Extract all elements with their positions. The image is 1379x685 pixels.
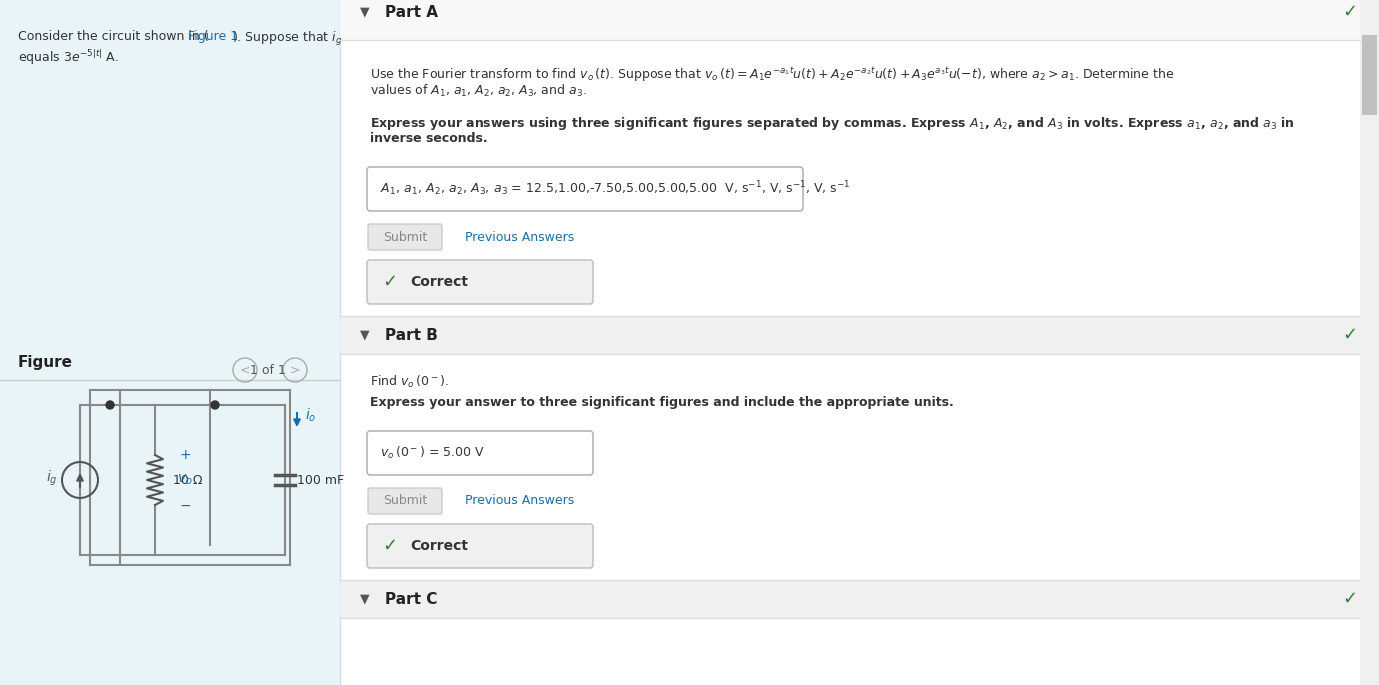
Bar bbox=[341, 580, 1360, 618]
Text: 10 Ω: 10 Ω bbox=[172, 473, 203, 486]
Text: ▼: ▼ bbox=[360, 329, 370, 342]
Text: Figure: Figure bbox=[18, 355, 73, 370]
Text: inverse seconds.: inverse seconds. bbox=[370, 132, 488, 145]
Text: ✓: ✓ bbox=[1342, 326, 1357, 344]
Text: <: < bbox=[240, 364, 250, 377]
Text: Express your answer to three significant figures and include the appropriate uni: Express your answer to three significant… bbox=[370, 396, 954, 409]
Text: ✓: ✓ bbox=[1342, 590, 1357, 608]
Text: ▼: ▼ bbox=[360, 5, 370, 18]
Text: Correct: Correct bbox=[410, 539, 467, 553]
Text: 1 of 1: 1 of 1 bbox=[250, 364, 285, 377]
Bar bbox=[341, 316, 1360, 354]
Text: $i_g$: $i_g$ bbox=[46, 469, 58, 488]
Text: ▼: ▼ bbox=[360, 593, 370, 606]
Text: Express your answers using three significant figures separated by commas. Expres: Express your answers using three signifi… bbox=[370, 115, 1295, 132]
Text: equals $3e^{-5|t|}$ A.: equals $3e^{-5|t|}$ A. bbox=[18, 48, 119, 67]
Bar bbox=[1360, 0, 1379, 685]
Text: ). Suppose that $i_g$: ). Suppose that $i_g$ bbox=[233, 30, 343, 48]
Circle shape bbox=[211, 401, 219, 409]
FancyBboxPatch shape bbox=[367, 524, 593, 568]
Text: Consider the circuit shown in (: Consider the circuit shown in ( bbox=[18, 30, 208, 43]
Text: Submit: Submit bbox=[383, 230, 427, 243]
Text: 100 mF: 100 mF bbox=[296, 473, 345, 486]
Text: Previous Answers: Previous Answers bbox=[465, 230, 574, 243]
FancyBboxPatch shape bbox=[367, 431, 593, 475]
Bar bbox=[341, 0, 1360, 40]
Text: Find $v_o\,(0^-)$.: Find $v_o\,(0^-)$. bbox=[370, 374, 450, 390]
Text: $A_1,\,a_1,\,A_2,\,a_2,\,A_3,\,a_3$ = 12.5,1.00,-7.50,5.00,5.00,5.00  V, s$^{-1}: $A_1,\,a_1,\,A_2,\,a_2,\,A_3,\,a_3$ = 12… bbox=[381, 179, 851, 199]
Bar bbox=[1362, 35, 1378, 115]
Text: $-$: $-$ bbox=[179, 498, 192, 512]
Text: Part B: Part B bbox=[385, 327, 439, 342]
Text: ✓: ✓ bbox=[382, 273, 397, 291]
Text: Use the Fourier transform to find $v_o\,(t)$. Suppose that $v_o\,(t) = A_1 e^{-a: Use the Fourier transform to find $v_o\,… bbox=[370, 65, 1175, 84]
Text: ✓: ✓ bbox=[382, 537, 397, 555]
Text: Part C: Part C bbox=[385, 592, 437, 606]
Text: $v_o$: $v_o$ bbox=[177, 473, 193, 487]
FancyBboxPatch shape bbox=[368, 488, 443, 514]
Text: values of $A_1$, $a_1$, $A_2$, $a_2$, $A_3$, and $a_3$.: values of $A_1$, $a_1$, $A_2$, $a_2$, $A… bbox=[370, 83, 586, 99]
Text: +: + bbox=[179, 448, 190, 462]
Text: Previous Answers: Previous Answers bbox=[465, 495, 574, 508]
FancyBboxPatch shape bbox=[367, 167, 803, 211]
Text: $v_o\,(0^-)$ = 5.00 V: $v_o\,(0^-)$ = 5.00 V bbox=[381, 445, 485, 461]
Text: Figure 1: Figure 1 bbox=[189, 30, 239, 43]
FancyBboxPatch shape bbox=[368, 224, 443, 250]
Bar bbox=[0, 0, 341, 685]
Text: ✓: ✓ bbox=[1342, 3, 1357, 21]
Text: Correct: Correct bbox=[410, 275, 467, 289]
Text: Submit: Submit bbox=[383, 495, 427, 508]
FancyBboxPatch shape bbox=[367, 260, 593, 304]
Text: >: > bbox=[290, 364, 301, 377]
Text: Part A: Part A bbox=[385, 5, 439, 19]
Circle shape bbox=[106, 401, 114, 409]
Text: $i_o$: $i_o$ bbox=[305, 406, 316, 424]
